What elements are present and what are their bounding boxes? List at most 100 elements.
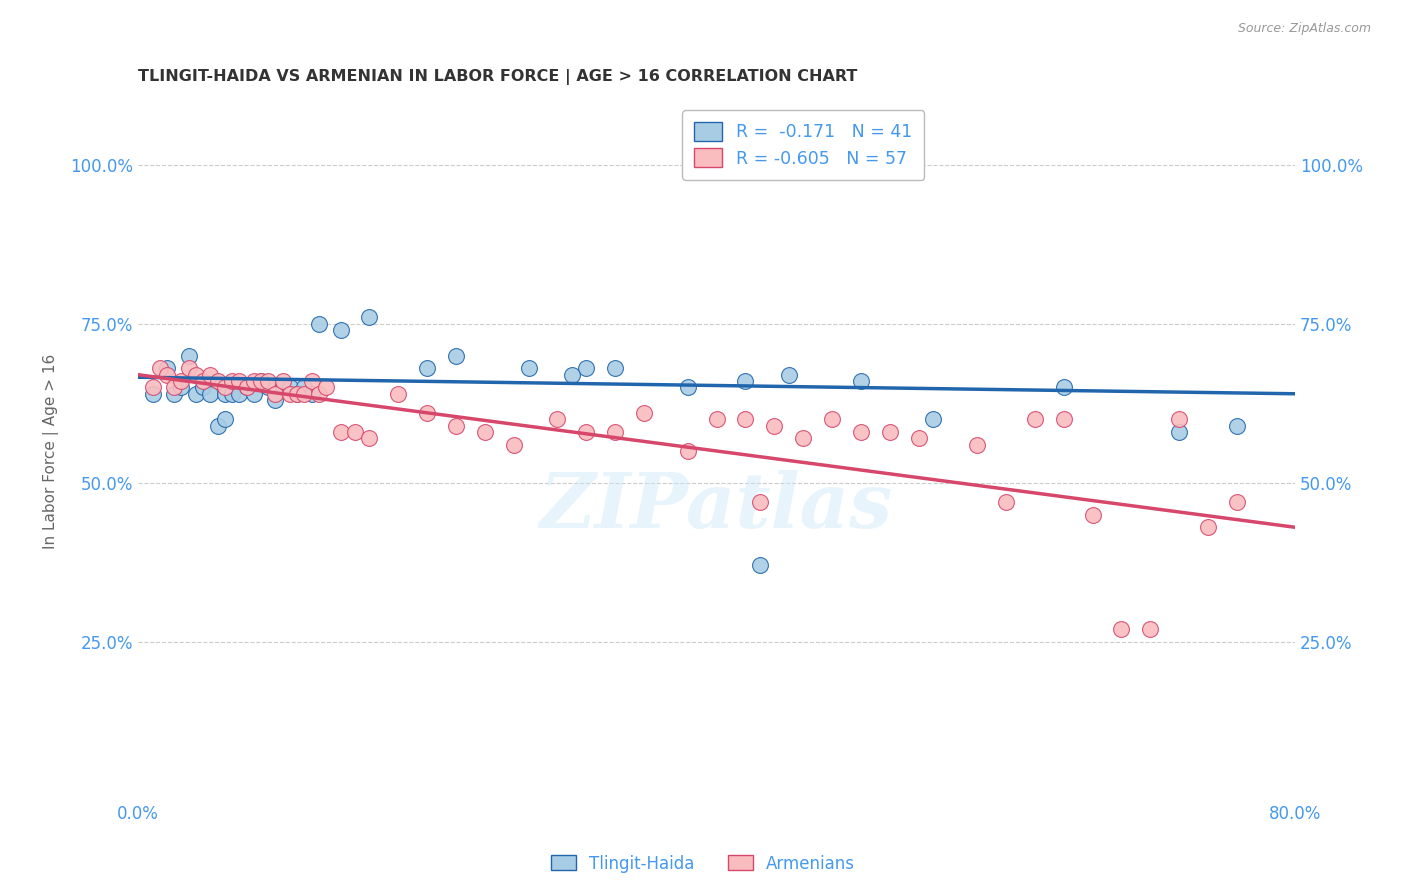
Point xyxy=(1168,425,1191,439)
Point xyxy=(706,412,728,426)
Point xyxy=(1052,412,1074,426)
Point xyxy=(849,374,872,388)
Point xyxy=(1226,495,1249,509)
Point xyxy=(561,368,583,382)
Point xyxy=(142,386,165,401)
Point xyxy=(922,412,945,426)
Point xyxy=(474,425,496,439)
Point xyxy=(250,374,273,388)
Point xyxy=(250,374,273,388)
Point xyxy=(575,361,598,376)
Point xyxy=(575,425,598,439)
Point xyxy=(359,431,381,445)
Point xyxy=(278,380,301,394)
Point xyxy=(605,425,627,439)
Point xyxy=(821,412,844,426)
Point xyxy=(294,380,316,394)
Point xyxy=(517,361,540,376)
Point xyxy=(849,425,872,439)
Point xyxy=(1024,412,1046,426)
Point xyxy=(416,406,439,420)
Point xyxy=(156,361,179,376)
Point xyxy=(257,380,280,394)
Point xyxy=(329,425,352,439)
Point xyxy=(221,386,243,401)
Point xyxy=(163,386,186,401)
Point xyxy=(214,412,236,426)
Point xyxy=(142,380,165,394)
Point xyxy=(228,374,250,388)
Point xyxy=(285,386,308,401)
Point xyxy=(1226,418,1249,433)
Point xyxy=(1081,508,1104,522)
Point xyxy=(221,374,243,388)
Point xyxy=(1197,520,1219,534)
Point xyxy=(193,374,215,388)
Point xyxy=(163,380,186,394)
Point xyxy=(308,317,330,331)
Point xyxy=(214,386,236,401)
Point xyxy=(271,374,294,388)
Point xyxy=(264,386,287,401)
Point xyxy=(214,380,236,394)
Point xyxy=(156,368,179,382)
Point xyxy=(200,368,222,382)
Point xyxy=(778,368,800,382)
Text: ZIPatlas: ZIPatlas xyxy=(540,470,893,544)
Point xyxy=(503,437,526,451)
Point xyxy=(235,380,257,394)
Point xyxy=(966,437,988,451)
Point xyxy=(329,323,352,337)
Point xyxy=(308,386,330,401)
Point xyxy=(177,361,200,376)
Point xyxy=(170,380,193,394)
Point xyxy=(387,386,409,401)
Y-axis label: In Labor Force | Age > 16: In Labor Force | Age > 16 xyxy=(44,353,59,549)
Point xyxy=(149,361,172,376)
Point xyxy=(359,310,381,325)
Point xyxy=(676,380,699,394)
Legend: Tlingit-Haida, Armenians: Tlingit-Haida, Armenians xyxy=(544,848,862,880)
Point xyxy=(271,380,294,394)
Point xyxy=(1168,412,1191,426)
Point xyxy=(908,431,931,445)
Point xyxy=(257,374,280,388)
Text: Source: ZipAtlas.com: Source: ZipAtlas.com xyxy=(1237,22,1371,36)
Point xyxy=(446,349,468,363)
Point xyxy=(243,386,266,401)
Point xyxy=(879,425,901,439)
Point xyxy=(1111,622,1133,636)
Point xyxy=(416,361,439,376)
Point xyxy=(734,412,756,426)
Point xyxy=(446,418,468,433)
Legend: R =  -0.171   N = 41, R = -0.605   N = 57: R = -0.171 N = 41, R = -0.605 N = 57 xyxy=(682,110,924,180)
Point xyxy=(177,349,200,363)
Point xyxy=(633,406,655,420)
Point xyxy=(676,444,699,458)
Point xyxy=(748,558,770,573)
Point xyxy=(170,374,193,388)
Point xyxy=(294,386,316,401)
Point xyxy=(605,361,627,376)
Point xyxy=(184,368,207,382)
Point xyxy=(200,386,222,401)
Point xyxy=(193,380,215,394)
Point xyxy=(748,495,770,509)
Point xyxy=(994,495,1017,509)
Point xyxy=(734,374,756,388)
Point xyxy=(763,418,786,433)
Point xyxy=(301,386,323,401)
Point xyxy=(315,380,337,394)
Point xyxy=(1052,380,1074,394)
Point xyxy=(264,393,287,408)
Point xyxy=(184,386,207,401)
Point xyxy=(546,412,568,426)
Point xyxy=(278,386,301,401)
Point xyxy=(301,374,323,388)
Point xyxy=(285,386,308,401)
Point xyxy=(228,386,250,401)
Point xyxy=(792,431,814,445)
Point xyxy=(235,380,257,394)
Point xyxy=(1139,622,1161,636)
Point xyxy=(207,418,229,433)
